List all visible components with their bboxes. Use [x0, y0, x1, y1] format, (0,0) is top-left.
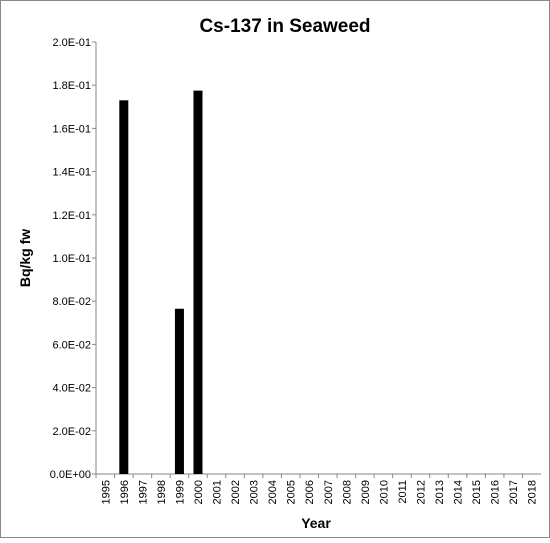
x-tick-label: 2007	[323, 480, 335, 504]
x-tick-label: 2000	[193, 480, 205, 504]
x-tick-label: 2013	[434, 480, 446, 504]
y-tick-label: 0.0E+00	[50, 469, 91, 481]
x-tick-label: 2005	[286, 480, 298, 504]
y-tick-label: 1.4E-01	[52, 167, 91, 179]
x-tick-label: 1995	[100, 480, 112, 504]
x-tick-label: 2012	[415, 480, 427, 504]
x-tick-label: 2002	[230, 480, 242, 504]
x-tick-label: 1998	[156, 480, 168, 504]
x-tick-label: 2017	[508, 480, 520, 504]
y-tick-label: 6.0E-02	[52, 339, 91, 351]
y-tick-label: 8.0E-02	[52, 296, 91, 308]
bar	[174, 308, 184, 474]
x-tick-label: 1999	[174, 480, 186, 504]
y-tick-label: 1.2E-01	[52, 210, 91, 222]
y-tick-label: 1.0E-01	[52, 253, 91, 265]
y-tick-label: 2.0E-02	[52, 426, 91, 438]
x-axis-title: Year	[301, 515, 331, 531]
x-tick-label: 2010	[378, 480, 390, 504]
y-tick-label: 4.0E-02	[52, 383, 91, 395]
x-tick-label: 2016	[490, 480, 502, 504]
bar	[119, 100, 129, 474]
y-tick-label: 2.0E-01	[52, 37, 91, 49]
x-tick-label: 2009	[360, 480, 372, 504]
x-tick-label: 2001	[212, 480, 224, 504]
y-tick-label: 1.6E-01	[52, 123, 91, 135]
bar	[193, 90, 203, 474]
x-tick-label: 2003	[249, 480, 261, 504]
x-tick-label: 2011	[397, 480, 409, 504]
x-tick-label: 2004	[267, 480, 279, 504]
x-tick-label: 1996	[119, 480, 131, 504]
x-tick-label: 1997	[137, 480, 149, 504]
x-tick-label: 2018	[527, 480, 539, 504]
x-tick-label: 2006	[304, 480, 316, 504]
chart-title: Cs-137 in Seaweed	[199, 16, 370, 37]
x-tick-label: 2014	[453, 480, 465, 504]
x-tick-label: 2008	[341, 480, 353, 504]
y-axis-title: Bq/kg fw	[17, 229, 33, 287]
x-tick-label: 2015	[471, 480, 483, 504]
y-tick-label: 1.8E-01	[52, 80, 91, 92]
